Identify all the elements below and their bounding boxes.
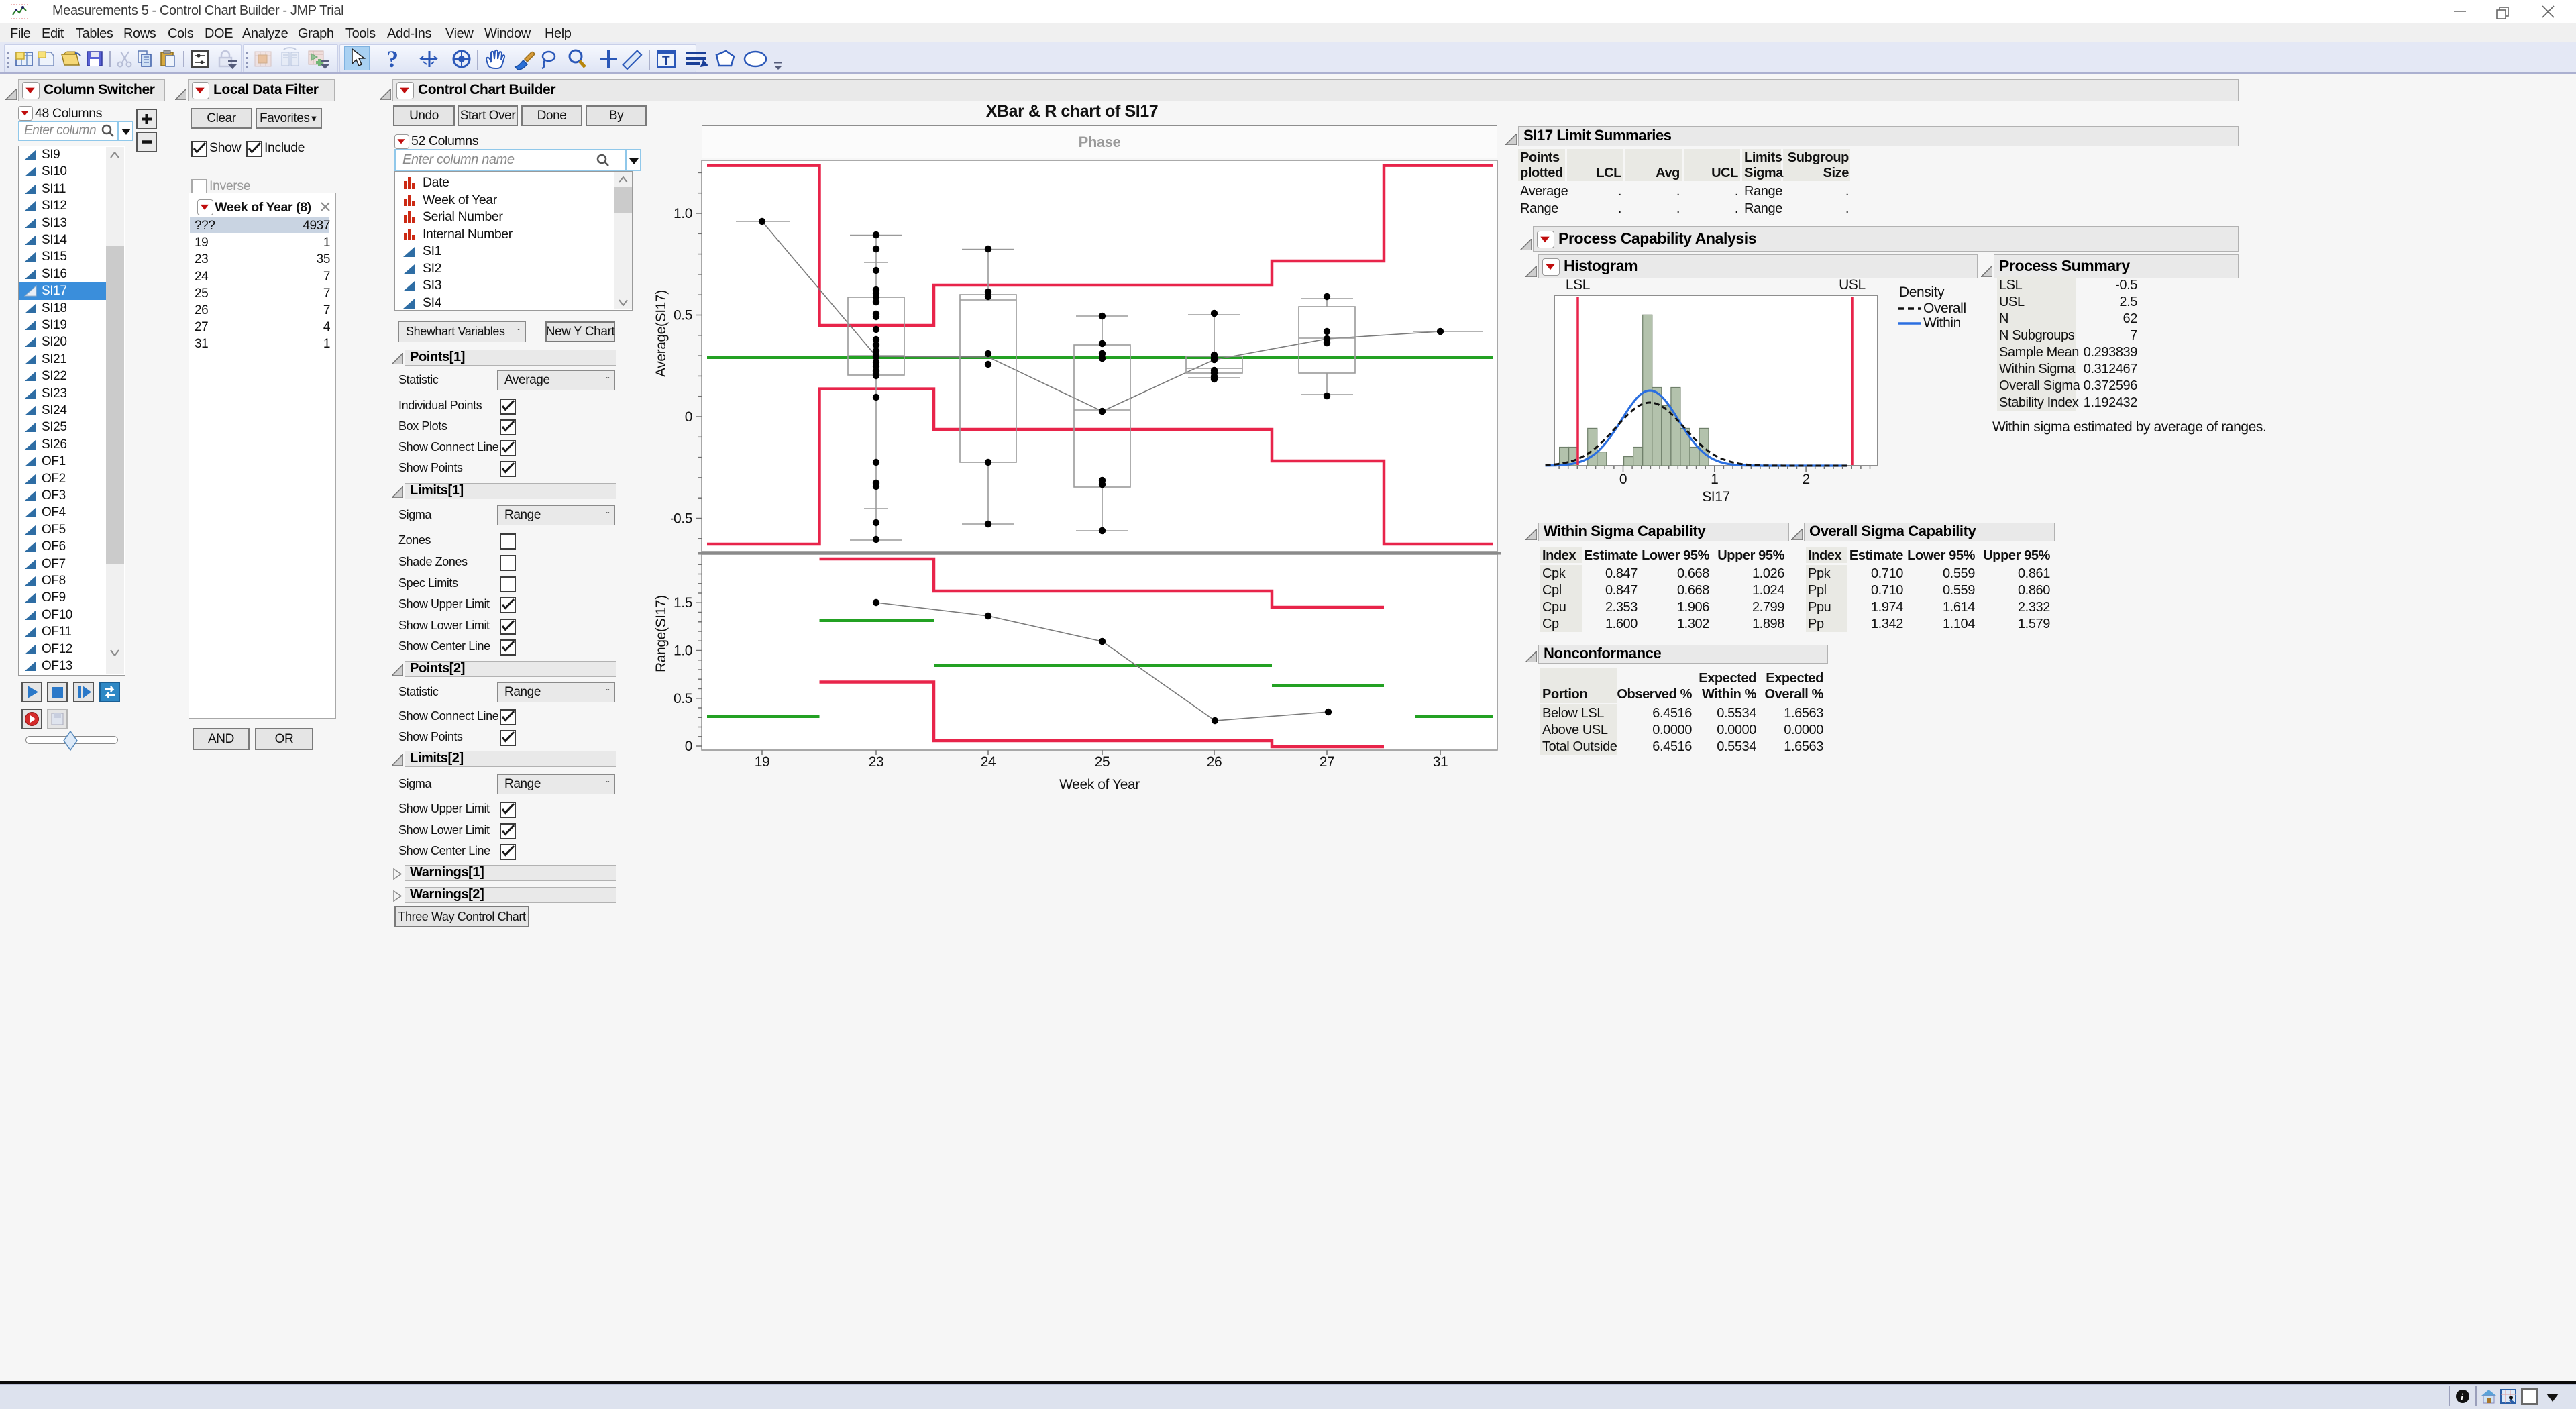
svg-text:0: 0	[685, 739, 692, 754]
svg-text:27: 27	[1320, 754, 1335, 770]
svg-text:23: 23	[869, 754, 884, 770]
svg-text:1.0: 1.0	[674, 643, 692, 659]
svg-text:26: 26	[1207, 754, 1222, 770]
svg-text:1.0: 1.0	[674, 206, 692, 221]
svg-text:Week of Year: Week of Year	[1059, 777, 1140, 792]
svg-text:i: i	[2461, 1392, 2464, 1403]
svg-text:31: 31	[1433, 754, 1448, 770]
svg-text:T: T	[662, 54, 670, 68]
svg-text:0.5: 0.5	[674, 308, 692, 323]
svg-text:0: 0	[685, 409, 692, 425]
svg-text:0.5: 0.5	[674, 691, 692, 707]
svg-text:-0.5: -0.5	[671, 511, 692, 527]
svg-text:?: ?	[386, 46, 398, 72]
svg-text:25: 25	[1095, 754, 1110, 770]
svg-text:19: 19	[755, 754, 770, 770]
svg-text:1.5: 1.5	[674, 595, 692, 611]
svg-text:24: 24	[981, 754, 996, 770]
